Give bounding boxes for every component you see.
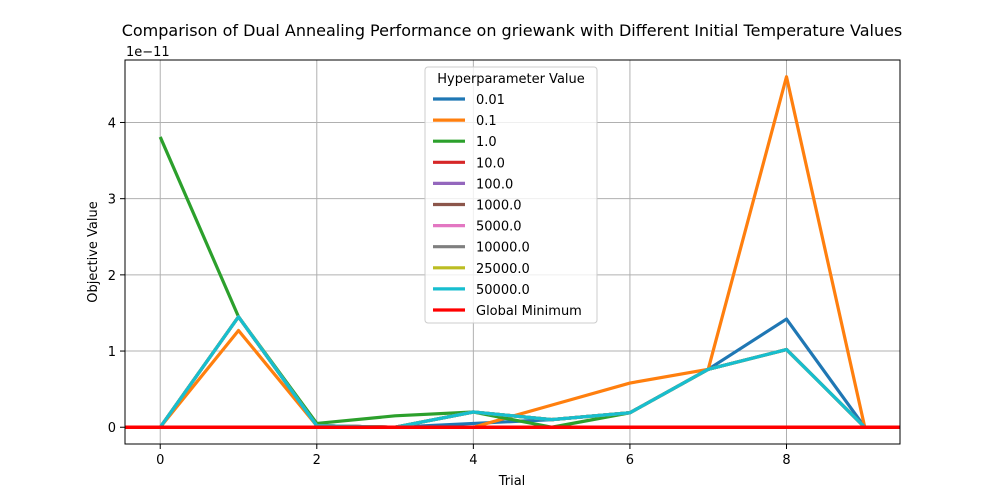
legend-items: 0.01 0.1 1.0 10.0 100.0 1000.0 5000.0 10000.0 25… [433, 93, 582, 319]
series-line-10-0 [158, 315, 866, 429]
legend-entry-label: 5000.0 [476, 220, 522, 235]
y-axis-label: Objective Value [86, 201, 101, 302]
legend: Hyperparameter Value 0.01 0.1 1.0 10.0 100.0… [424, 66, 598, 324]
x-tick-label: 4 [469, 453, 477, 468]
legend-entry-label: 100.0 [476, 177, 513, 192]
series-line-0-01 [158, 315, 867, 429]
series-lines [125, 75, 900, 429]
legend-entry-label: 1000.0 [476, 199, 522, 214]
x-tick-label: 0 [156, 453, 164, 468]
y-tick-label: 4 [108, 116, 116, 131]
x-tick-label: 8 [782, 453, 790, 468]
legend-entry-label: 10.0 [476, 156, 505, 171]
series-line-10000-0 [158, 315, 866, 429]
legend-entry-label: Global Minimum [476, 304, 582, 319]
x-axis: 0 2 4 6 8 [156, 444, 791, 468]
x-tick-label: 2 [313, 453, 321, 468]
series-line-25000-0 [158, 315, 866, 429]
y-scale-label: 1e−11 [126, 45, 170, 60]
series-line-5000-0 [158, 315, 866, 429]
x-tick-label: 6 [626, 453, 634, 468]
y-tick-label: 2 [108, 269, 116, 284]
legend-box [424, 66, 598, 324]
legend-entry-label: 10000.0 [476, 241, 530, 256]
legend-entry-label: 1.0 [476, 135, 497, 150]
chart-title: Comparison of Dual Annealing Performance… [122, 21, 903, 40]
legend-entry-label: 50000.0 [476, 283, 530, 298]
series-line-1000-0 [158, 315, 866, 429]
legend-entry-label: 0.1 [476, 114, 497, 129]
legend-entry-label: 0.01 [476, 93, 505, 108]
y-tick-label: 3 [108, 193, 116, 208]
plot-frame [124, 59, 901, 445]
series-line-50000-0 [158, 315, 866, 429]
x-axis-label: Trial [498, 474, 526, 489]
y-axis: 0 1 2 3 4 [108, 116, 125, 436]
y-tick-label: 0 [108, 421, 116, 436]
series-line-100-0 [158, 315, 866, 429]
legend-title: Hyperparameter Value [437, 72, 585, 87]
y-tick-label: 1 [108, 345, 116, 360]
legend-entry-label: 25000.0 [476, 262, 530, 277]
